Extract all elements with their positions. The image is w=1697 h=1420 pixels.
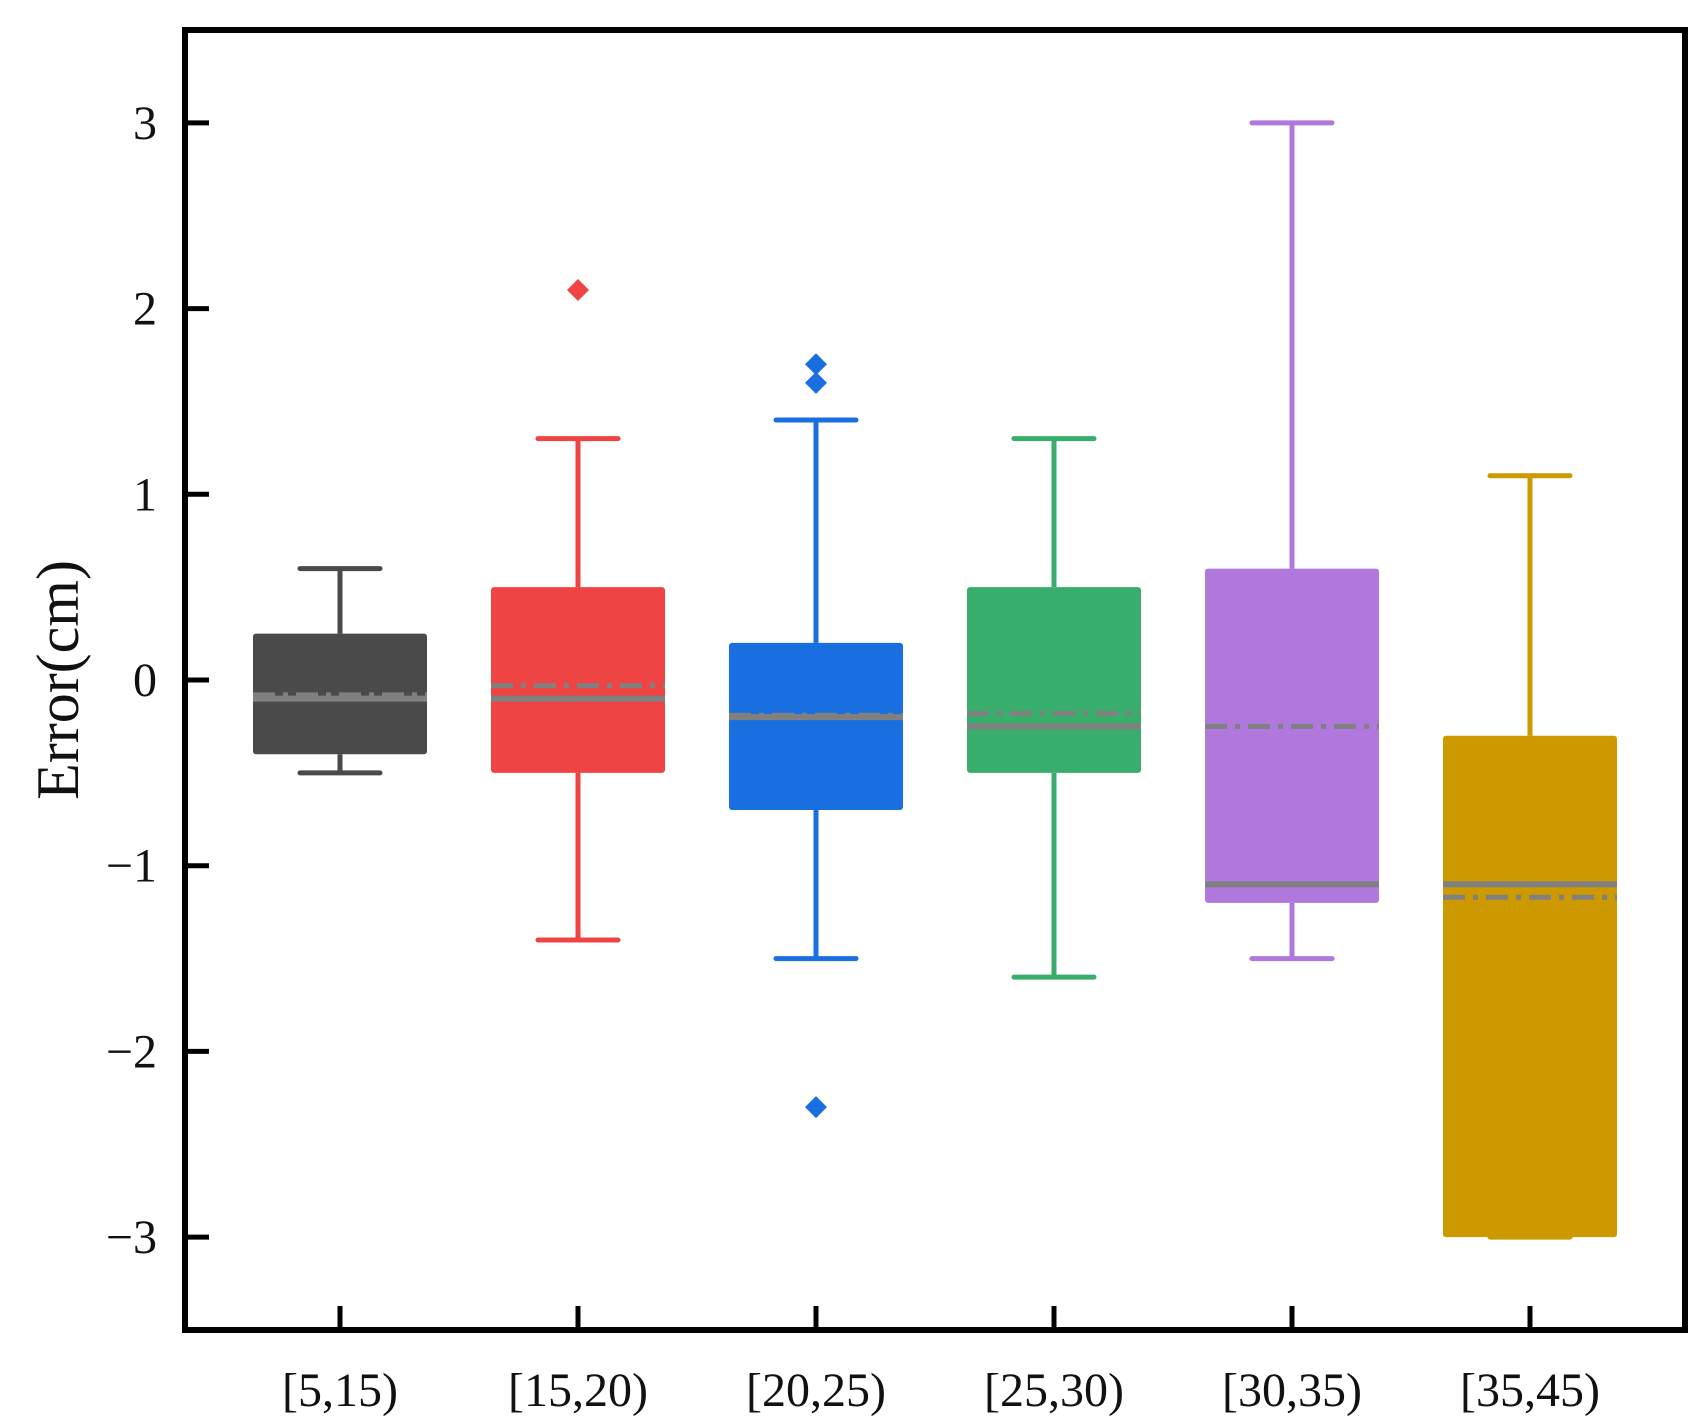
outlier-point	[805, 353, 827, 376]
x-tick-label: [5,15)	[282, 1364, 398, 1417]
y-tick-label: 2	[133, 283, 157, 336]
x-tick-label: [20,25)	[746, 1364, 886, 1417]
box-group	[1205, 120, 1379, 962]
x-axis: [5,15) [15,20) [20,25) [25,30) [30,35) [35,45…	[282, 1306, 1600, 1417]
box-group	[491, 279, 665, 943]
y-tick-label: −1	[106, 840, 157, 893]
box-group	[729, 353, 903, 1119]
x-tick-label: [30,35)	[1222, 1364, 1362, 1417]
iqr-box	[729, 642, 903, 810]
box-group	[1443, 473, 1617, 1240]
box-group	[253, 566, 427, 776]
outlier-point	[805, 1096, 827, 1119]
y-tick-label: 0	[133, 654, 157, 707]
y-tick-label: 3	[133, 97, 157, 150]
outlier-point	[805, 371, 827, 394]
x-tick-label: [15,20)	[508, 1364, 648, 1417]
iqr-box	[491, 587, 665, 773]
box-group	[967, 436, 1141, 980]
y-tick-label: −2	[106, 1025, 157, 1078]
y-tick-label: 1	[133, 468, 157, 521]
y-tick-label: −3	[106, 1211, 157, 1264]
iqr-box	[967, 587, 1141, 773]
x-tick-label: [25,30)	[984, 1364, 1124, 1417]
outlier-point	[567, 279, 589, 301]
y-axis-title: Error(cm)	[25, 560, 91, 800]
x-tick-label: [35,45)	[1460, 1364, 1600, 1417]
plot-marks	[253, 120, 1617, 1240]
y-axis: −3 −2 −1 0 1 2 3	[106, 97, 209, 1264]
iqr-box	[1443, 735, 1617, 1238]
iqr-box	[1205, 568, 1379, 903]
